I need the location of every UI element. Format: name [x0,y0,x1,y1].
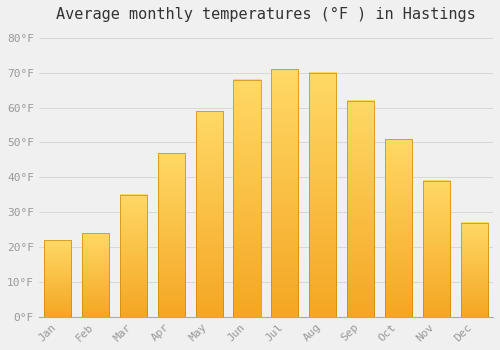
Bar [158,153,185,317]
Bar [196,111,223,317]
Bar [82,233,109,317]
Title: Average monthly temperatures (°F ) in Hastings: Average monthly temperatures (°F ) in Ha… [56,7,476,22]
Bar [385,139,412,317]
Bar [422,181,450,317]
Bar [460,223,488,317]
Bar [271,69,298,317]
Bar [309,73,336,317]
Bar [44,240,72,317]
Bar [234,79,260,317]
Bar [347,100,374,317]
Bar [120,195,147,317]
